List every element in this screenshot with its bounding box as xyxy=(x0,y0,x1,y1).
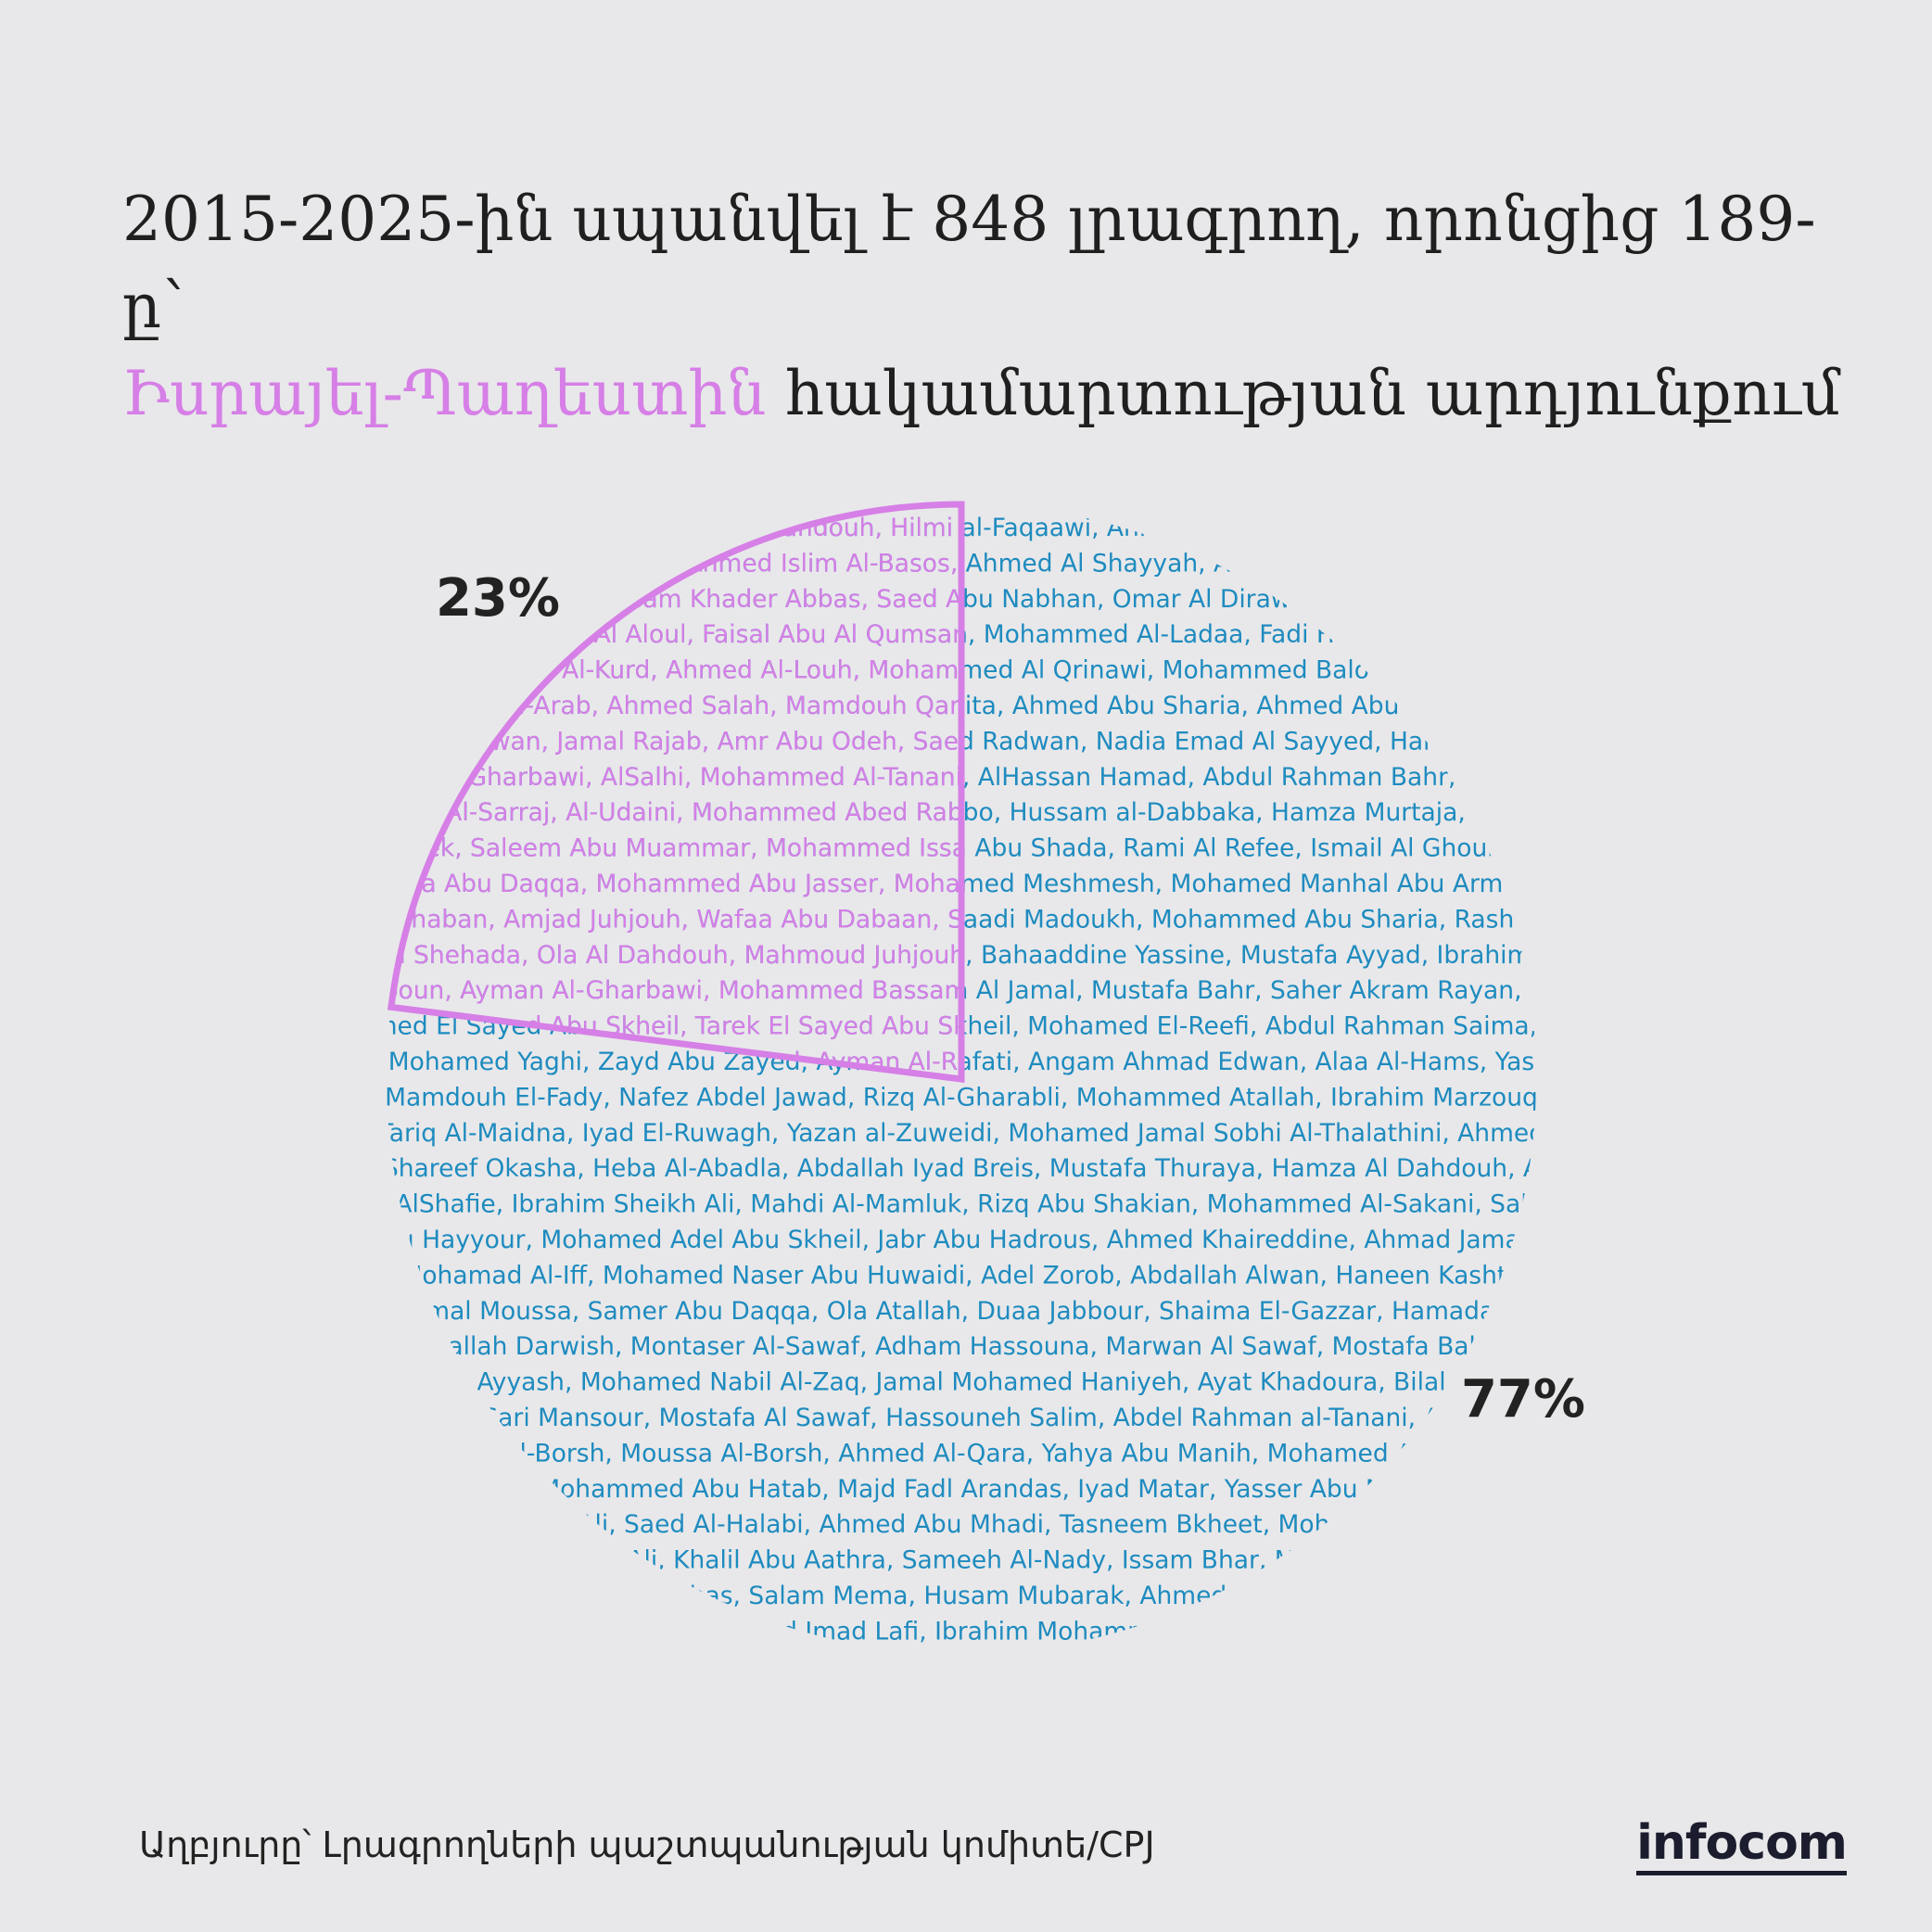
title-line-2-rest: հակամարտության արդյունքում xyxy=(766,358,1841,429)
journalist-names-line: Ali, Saed Al-Halabi, Ahmed Abu Mhadi, Ta… xyxy=(578,1510,1344,1539)
journalist-names-line: Ali, Khalil Abu Aathra, Sameeh Al-Nady, … xyxy=(627,1546,1295,1575)
journalist-names-line: Mohammed Abu Hatab, Majd Fadl Arandas, I… xyxy=(539,1475,1384,1504)
title-line-1: 2015-2025-ին սպանվել է 848 լրագրող, որոն… xyxy=(122,184,1816,342)
slice-label-23: 23% xyxy=(436,568,560,629)
title-accent: Իսրայել-Պաղեստին xyxy=(122,358,767,429)
journalist-names-line: Abdallah Darwish, Montaser Al-Sawaf, Adh… xyxy=(400,1332,1523,1361)
journalist-names-line: Mohamad Al-Iff, Mohamed Naser Abu Huwaid… xyxy=(400,1261,1521,1290)
slice-label-77: 77% xyxy=(1461,1369,1585,1430)
source-note: Աղբյուրը՝ Լրագրողների պաշտպանության կոմի… xyxy=(139,1824,1155,1865)
chart-title: 2015-2025-ին սպանվել է 848 լրագրող, որոն… xyxy=(122,176,1847,438)
journalist-names-line: Abu Hayyour, Mohamed Adel Abu Skheil, Ja… xyxy=(366,1226,1557,1254)
journalist-names-line: AlShafie, Ibrahim Sheikh Ali, Mahdi Al-M… xyxy=(395,1190,1527,1219)
journalist-names-line: Mohammed Imad Lafi, Ibrahim Mohammad Laf… xyxy=(652,1617,1271,1646)
journalist-names-line: Ayyash, Mohamed Nabil Al-Zaq, Jamal Moha… xyxy=(477,1368,1445,1397)
journalist-names-line: Yazan Al Hayek, Saleem Abu Muammar, Moha… xyxy=(267,834,1656,863)
journalist-names-line: Rushdi Al-Sarraj, Al-Udaini, Mohammed Ab… xyxy=(355,798,1568,827)
journalist-names-line: Imad Ghabboun, Ayman Al-Gharbawi, Mohamm… xyxy=(248,976,1675,1005)
journalist-names-line: Ayman Al Gharbawi, AlSalhi, Mohammed Al-… xyxy=(344,763,1578,792)
journalist-names-line: Al-Borsh, Moussa Al-Borsh, Ahmed Al-Qara… xyxy=(502,1439,1419,1468)
journalist-names-line: Sari Mansour, Mostafa Al Sawaf, Hassoune… xyxy=(482,1404,1440,1432)
names-accent-layer: Hamza Al Dahdouh, Hilmi al-Faqaawi, Ahme… xyxy=(248,514,1675,1682)
journalist-names-line: Ahmad Shaban, Amjad Juhjouh, Wafaa Abu D… xyxy=(300,905,1621,934)
journalist-names-line: Shareef Okasha, Heba Al-Abadla, Abdallah… xyxy=(383,1154,1540,1183)
journalist-names-line: Mamdouh El-Fady, Nafez Abdel Jawad, Rizq… xyxy=(385,1083,1538,1112)
infocom-logo: infocom xyxy=(1636,1817,1848,1875)
journalist-names-line: Jamal Moussa, Samer Abu Daqqa, Ola Atall… xyxy=(401,1297,1519,1326)
slice-outline-23 xyxy=(387,501,965,1083)
journalist-names-line: Mohammad Khalifa xyxy=(843,1653,1080,1682)
journalist-names-line: Mohammad Khalifa xyxy=(843,1653,1080,1682)
journalist-names-line: Abbas, Salam Mema, Husam Mubarak, Ahmed … xyxy=(657,1582,1266,1610)
journalist-names-line: Mohammed Shehada, Ola Al Dahdouh, Mahmou… xyxy=(261,941,1663,970)
journalist-names-line: Rana Abu Daqqa, Mohammed Abu Jasser, Moh… xyxy=(374,870,1548,898)
journalist-names-line: Tariq Al-Maidna, Iyad El-Ruwagh, Yazan a… xyxy=(377,1119,1544,1148)
